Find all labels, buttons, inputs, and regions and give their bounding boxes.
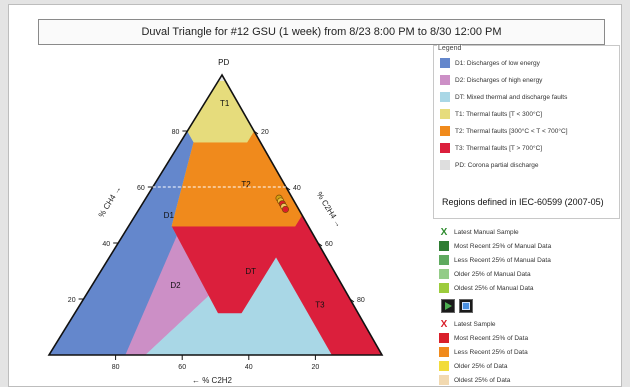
data-bucket-label: Most Recent 25% of Data — [454, 334, 529, 342]
latest-manual-label: Latest Manual Sample — [454, 228, 519, 236]
legend-label: T1: Thermal faults [T < 300°C] — [455, 110, 543, 118]
latest-sample-label: Latest Sample — [454, 320, 496, 328]
manual-swatch — [439, 255, 449, 265]
x-mark-icon: X — [440, 318, 448, 330]
legend-label: T2: Thermal faults [300°C < T < 700°C] — [455, 127, 568, 135]
axis-label-c2h4: % C2H4 → — [315, 190, 344, 229]
tick-c2h4 — [349, 298, 355, 303]
tick-label-ch4: 40 — [102, 241, 110, 248]
chart-title: Duval Triangle for #12 GSU (1 week) from… — [38, 19, 605, 45]
tick-label-ch4: 60 — [137, 185, 145, 192]
chart-frame: Duval Triangle for #12 GSU (1 week) from… — [8, 4, 622, 387]
manual-bucket-label: Most Recent 25% of Manual Data — [454, 242, 552, 250]
tick-c2h4 — [253, 130, 259, 135]
legend-swatch — [440, 75, 450, 85]
legend-box: Legend D1: Discharges of low energy D2: … — [433, 45, 620, 219]
legend-label: DT: Mixed thermal and discharge faults — [455, 93, 568, 101]
ticks-layer — [78, 130, 355, 360]
legend-swatch — [440, 143, 450, 153]
legend-title: Legend — [437, 45, 463, 52]
triangle-outline — [47, 73, 384, 356]
tick-label-ch4: 20 — [68, 297, 76, 304]
legend-label: D1: Discharges of low energy — [455, 59, 540, 67]
play-icon — [445, 302, 452, 310]
legend-label: PD: Corona partial discharge — [455, 161, 539, 169]
zone-label-d1: D1 — [164, 211, 175, 220]
legend-swatch — [440, 92, 450, 102]
manual-bucket-4: Oldest 25% of Manual Data — [439, 282, 534, 294]
axis-label-ch4: % CH4 → — [97, 184, 123, 219]
manual-bucket-label: Older 25% of Manual Data — [454, 270, 531, 278]
stop-button[interactable] — [459, 299, 473, 313]
manual-bucket-3: Older 25% of Manual Data — [439, 268, 531, 280]
tick-label-c2h4: 40 — [293, 185, 301, 192]
legend-swatch — [440, 126, 450, 136]
data-bucket-label: Older 25% of Data — [454, 362, 508, 370]
tick-label-c2h2: 80 — [112, 364, 120, 371]
legend-item-d1: D1: Discharges of low energy — [440, 57, 540, 69]
tick-label-c2h2: 60 — [178, 364, 186, 371]
data-bucket-3: Older 25% of Data — [439, 360, 507, 372]
stop-icon — [462, 302, 470, 310]
data-swatch — [439, 347, 449, 357]
tick-c2h4 — [285, 186, 291, 191]
zone-t1 — [187, 80, 255, 143]
latest-sample: X Latest Sample — [439, 318, 496, 330]
data-bucket-2: Less Recent 25% of Data — [439, 346, 528, 358]
data-bucket-1: Most Recent 25% of Data — [439, 332, 528, 344]
axis-label-c2h2: ← % C2H2 — [192, 376, 233, 385]
legend-swatch — [440, 160, 450, 170]
tick-label-c2h2: 40 — [245, 364, 253, 371]
latest-manual-sample: X Latest Manual Sample — [439, 226, 519, 238]
data-bucket-label: Less Recent 25% of Data — [454, 348, 528, 356]
manual-swatch — [439, 269, 449, 279]
regions-note: Regions defined in IEC-60599 (2007-05) — [442, 197, 604, 207]
zone-label-t3: T3 — [315, 301, 325, 310]
tick-label-c2h2: 20 — [312, 364, 320, 371]
legend-item-pd: PD: Corona partial discharge — [440, 159, 538, 171]
zone-label-d2: D2 — [170, 281, 181, 290]
legend-swatch — [440, 109, 450, 119]
legend-swatch — [440, 58, 450, 68]
legend-item-t2: T2: Thermal faults [300°C < T < 700°C] — [440, 125, 568, 137]
legend-panel: Legend D1: Discharges of low energy D2: … — [433, 45, 621, 386]
manual-swatch — [439, 241, 449, 251]
manual-bucket-label: Oldest 25% of Manual Data — [454, 284, 534, 292]
data-bucket-4: Oldest 25% of Data — [439, 374, 510, 386]
tick-label-c2h4: 20 — [261, 129, 269, 136]
legend-item-d2: D2: Discharges of high energy — [440, 74, 542, 86]
tick-label-ch4: 80 — [172, 129, 180, 136]
tick-label-c2h4: 60 — [325, 241, 333, 248]
outline-layer — [47, 73, 384, 356]
manual-bucket-label: Less Recent 25% of Manual Data — [454, 256, 551, 264]
sample-point — [281, 205, 290, 213]
data-swatch — [439, 333, 449, 343]
x-mark-icon: X — [440, 226, 448, 238]
legend-item-dt: DT: Mixed thermal and discharge faults — [440, 91, 567, 103]
zone-label-dt: DT — [245, 267, 256, 276]
data-bucket-label: Oldest 25% of Data — [454, 376, 511, 384]
legend-label: D2: Discharges of high energy — [455, 76, 543, 84]
duval-triangle: 80 60 40 20 20 40 60 80 80 60 40 20 % CH4 → % C2H4 → ←… — [47, 58, 384, 385]
zone-label-pd: PD — [218, 58, 229, 67]
legend-item-t3: T3: Thermal faults [T > 700°C] — [440, 142, 542, 154]
manual-swatch — [439, 283, 449, 293]
zone-label-t2: T2 — [241, 180, 251, 189]
data-swatch — [439, 375, 449, 385]
samples-layer — [152, 186, 290, 213]
zone-label-t1: T1 — [220, 99, 230, 108]
manual-bucket-1: Most Recent 25% of Manual Data — [439, 240, 551, 252]
manual-bucket-2: Less Recent 25% of Manual Data — [439, 254, 551, 266]
legend-item-t1: T1: Thermal faults [T < 300°C] — [440, 108, 542, 120]
tick-c2h4 — [317, 242, 323, 247]
play-button[interactable] — [441, 299, 455, 313]
legend-label: T3: Thermal faults [T > 700°C] — [455, 144, 543, 152]
tick-label-c2h4: 80 — [357, 297, 365, 304]
data-swatch — [439, 361, 449, 371]
